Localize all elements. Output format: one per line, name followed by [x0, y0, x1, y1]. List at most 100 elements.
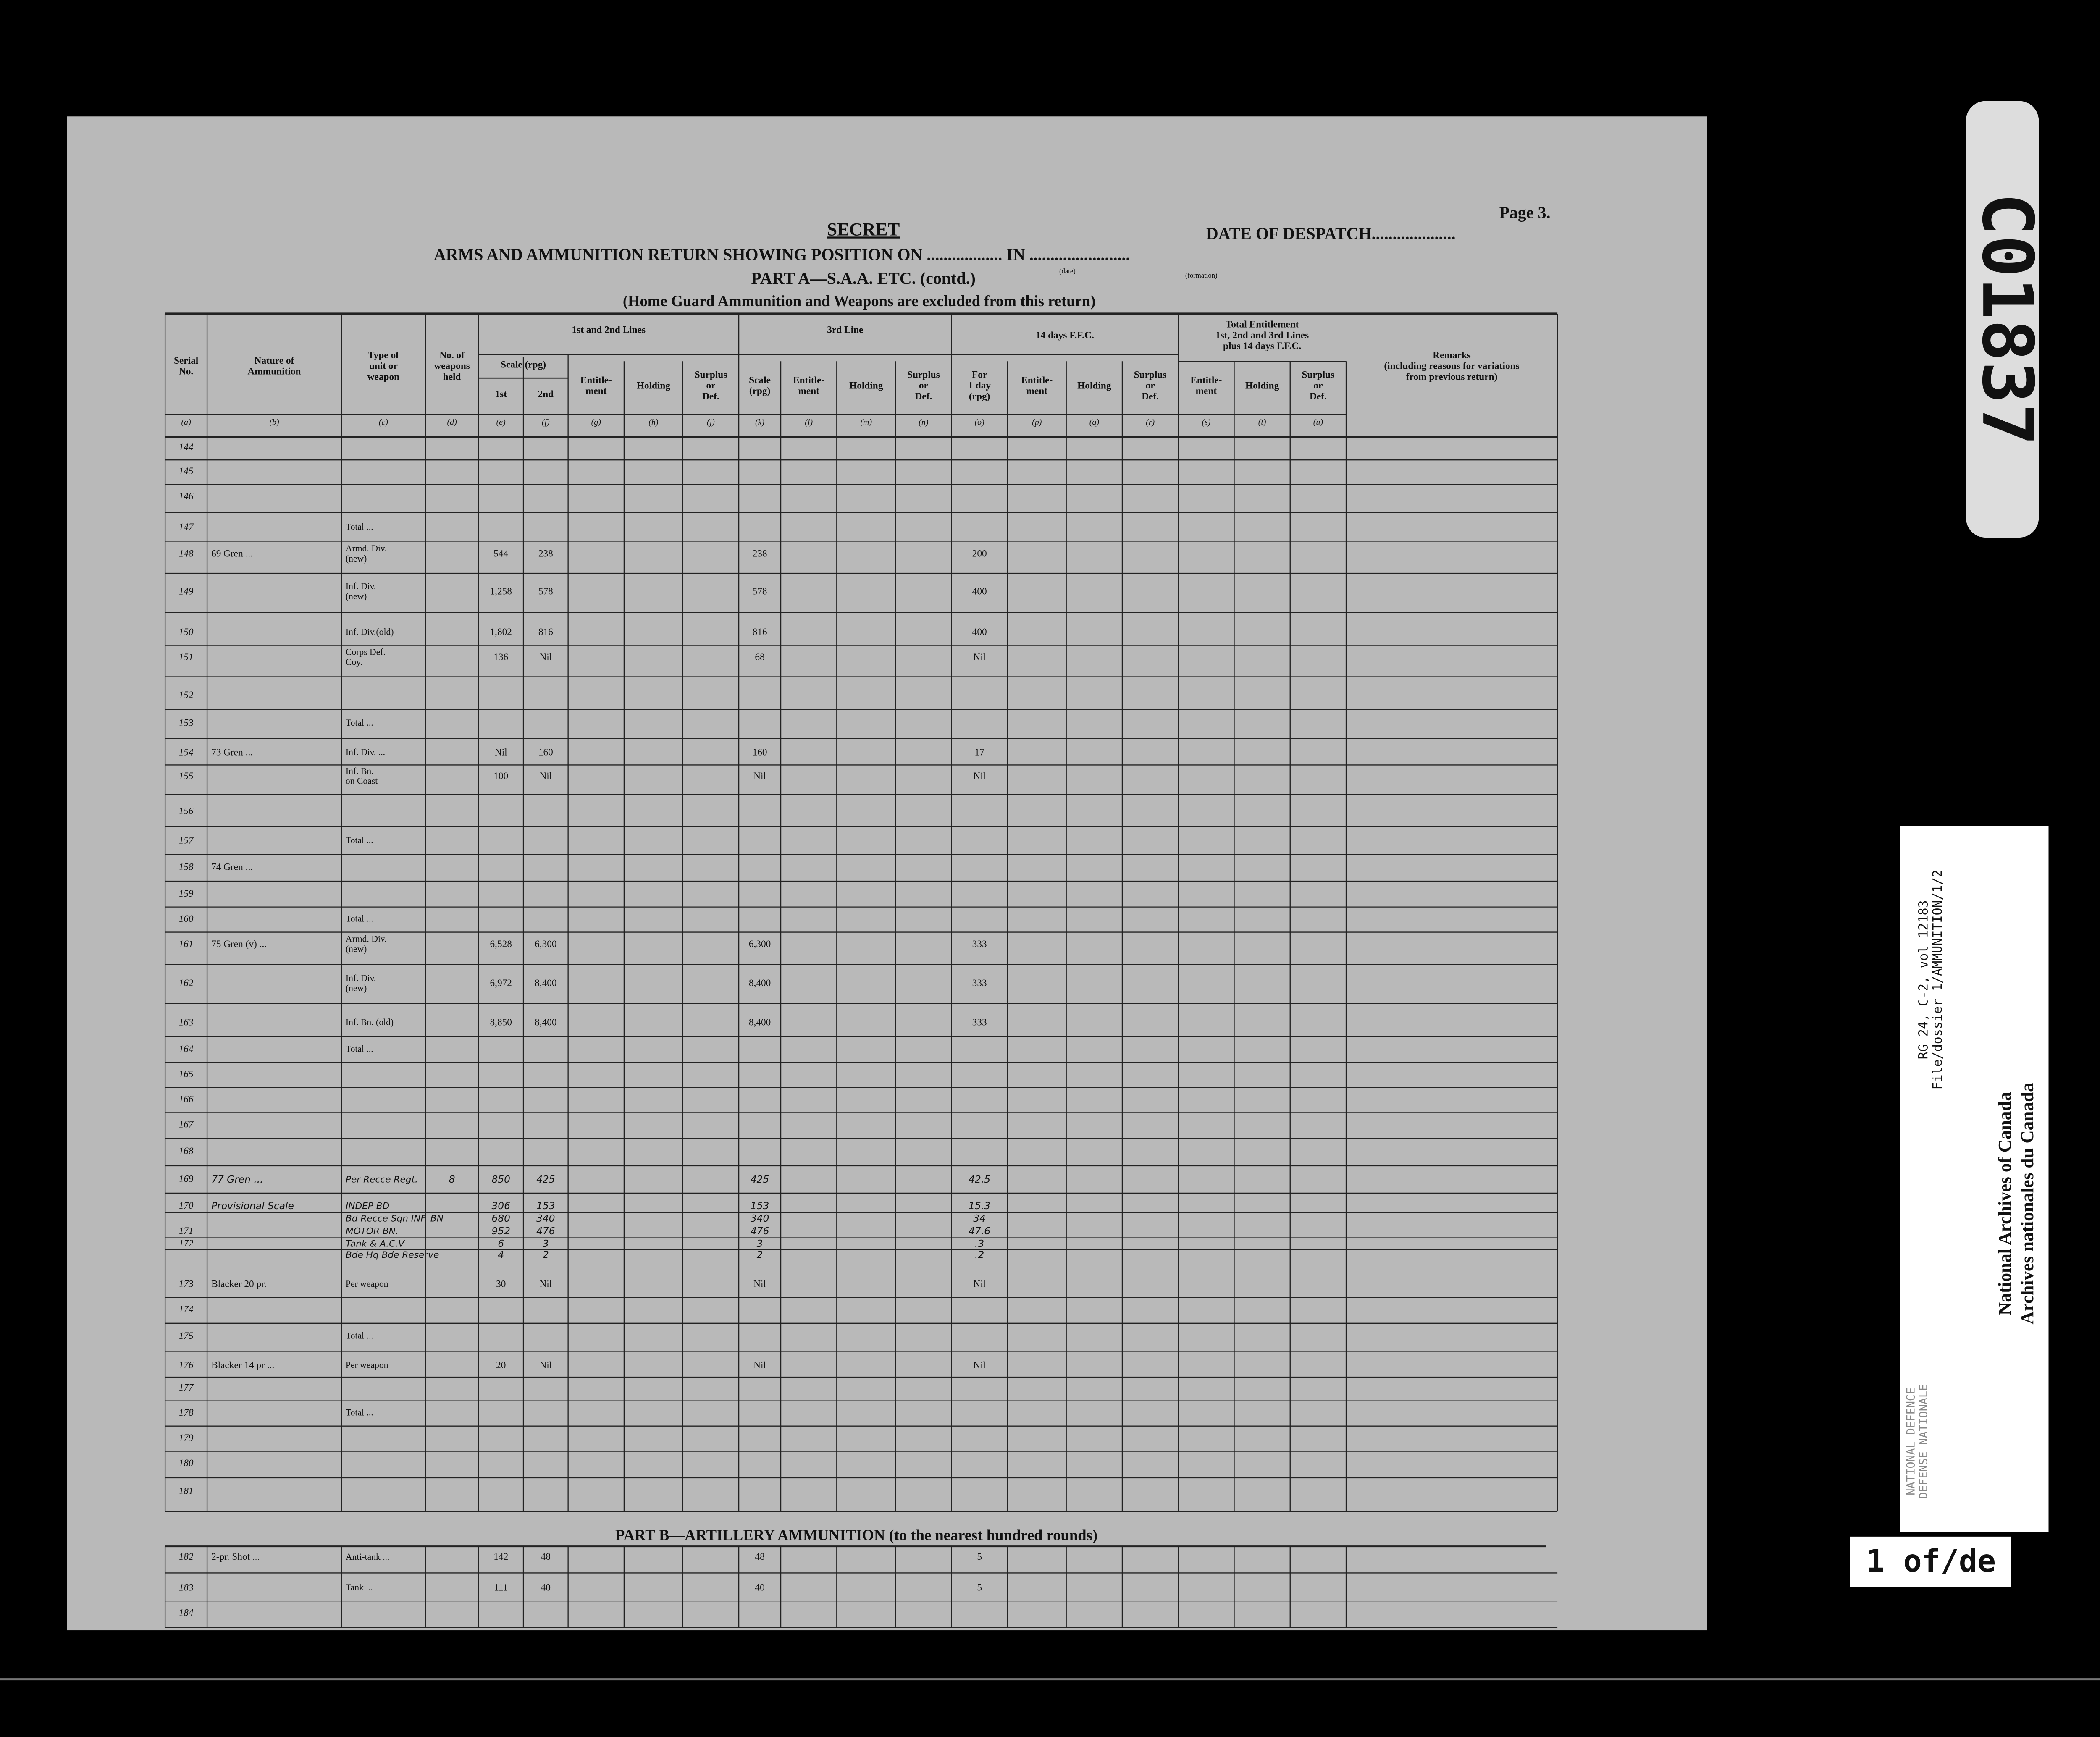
department: NATIONAL DEFENCE	[1905, 1388, 1918, 1496]
cell: Bde Hq Bde Reserve	[346, 1250, 439, 1260]
column-letter: (s)	[1202, 417, 1210, 427]
cell: Armd. Div. (new)	[346, 934, 387, 954]
cell: 2	[543, 1249, 549, 1261]
cell: Tank & A.C.V	[346, 1239, 405, 1249]
cell: Bd Recce Sqn INF. BN	[346, 1214, 444, 1224]
column-header: Holding	[1077, 380, 1111, 391]
serial-number: 182	[179, 1551, 194, 1562]
cell: 160	[753, 747, 767, 758]
cell: 333	[972, 939, 987, 950]
cell: 2-pr. Shot ...	[211, 1551, 260, 1562]
column-letter: (j)	[707, 417, 715, 427]
serial-number: 145	[179, 466, 194, 477]
serial-number: 150	[179, 627, 194, 638]
part-title: PART B—ARTILLERY AMMUNITION (to the near…	[615, 1526, 1097, 1543]
column-header: Surplus or Def.	[1134, 370, 1167, 402]
title-note: (formation)	[1185, 271, 1218, 279]
cell: 816	[538, 627, 553, 638]
reference-line: RG 24, C-2, vol 12183	[1916, 900, 1931, 1059]
cell: INDEP BD	[346, 1201, 389, 1212]
cell: Nil	[753, 771, 766, 782]
cell: 238	[538, 548, 553, 559]
cell: Total ...	[346, 718, 373, 728]
cell: 340	[751, 1213, 769, 1224]
cell: 42.5	[969, 1174, 990, 1185]
cell: Anti-tank ...	[346, 1552, 390, 1562]
cell: Per Recce Regt.	[346, 1174, 418, 1185]
serial-number: 151	[179, 652, 194, 663]
serial-number: 178	[179, 1407, 194, 1418]
cell: 6	[498, 1238, 504, 1249]
cell: 340	[536, 1213, 555, 1224]
cell: 6,528	[490, 939, 512, 950]
cell: Inf. Div. (new)	[346, 581, 376, 601]
cell: 5	[977, 1551, 982, 1562]
cell: 952	[491, 1225, 510, 1237]
column-letter: (l)	[805, 417, 813, 427]
serial-number: 155	[179, 771, 194, 782]
column-header: Entitle-ment	[793, 375, 824, 397]
cell: 816	[753, 627, 767, 638]
column-letter: (p)	[1032, 417, 1042, 427]
column-letter: (e)	[496, 417, 506, 427]
reference-line: File/dossier 1/AMMUNITION/1/2	[1930, 870, 1945, 1089]
serial-number: 147	[179, 522, 194, 533]
serial-number: 166	[179, 1094, 194, 1105]
cell: Total ...	[346, 1408, 373, 1418]
cell: 136	[494, 652, 508, 663]
cell: Nil	[973, 652, 986, 663]
column-header: For 1 day (rpg)	[968, 370, 991, 402]
cell: 6,972	[490, 978, 512, 989]
cell: 5	[977, 1582, 982, 1593]
cell: Nil	[539, 771, 552, 782]
cell: 69 Gren ...	[211, 548, 253, 559]
serial-number: 148	[179, 548, 194, 559]
cell: 111	[494, 1582, 508, 1593]
column-header: Surplus or Def.	[1302, 370, 1335, 402]
cell: Provisional Scale	[211, 1200, 294, 1212]
column-letter: (m)	[860, 417, 872, 427]
department: DEFENSE NATIONALE	[1917, 1384, 1930, 1499]
cell: 200	[972, 548, 987, 559]
cell: 578	[538, 586, 553, 597]
column-letter: (n)	[919, 417, 929, 427]
cell: Inf. Div.(old)	[346, 627, 394, 637]
column-letter: (r)	[1146, 417, 1155, 427]
cell: Total ...	[346, 914, 373, 924]
cell: .2	[975, 1249, 984, 1261]
serial-number: 160	[179, 913, 194, 924]
cell: 73 Gren ...	[211, 747, 253, 758]
group-header: 1st and 2nd Lines	[572, 324, 646, 335]
cell: 8,400	[535, 978, 556, 989]
cell: 476	[751, 1225, 769, 1237]
cell: Total ...	[346, 1044, 373, 1054]
cell: 77 Gren ...	[211, 1174, 263, 1185]
serial-number: 158	[179, 862, 194, 873]
cell: Per weapon	[346, 1279, 388, 1289]
cell: 40	[541, 1582, 551, 1593]
cell: 333	[972, 978, 987, 989]
cell: 142	[494, 1551, 508, 1562]
serial-number: 165	[179, 1069, 194, 1080]
cell: 6,300	[535, 939, 556, 950]
column-letter: (b)	[269, 417, 279, 427]
group-header: 3rd Line	[827, 324, 863, 335]
cell: 3	[543, 1238, 549, 1249]
column-header: Surplus or Def.	[695, 370, 727, 402]
serial-number: 173	[179, 1279, 194, 1290]
column-header: Remarks (including reasons for variations…	[1384, 350, 1519, 382]
cell: 680	[491, 1213, 510, 1224]
cell: Total ...	[346, 835, 373, 845]
cell: Inf. Div. (new)	[346, 973, 376, 993]
group-header: 14 days F.F.C.	[1036, 330, 1094, 341]
cell: 3	[757, 1238, 763, 1249]
serial-number: 168	[179, 1146, 194, 1157]
reference-label	[1900, 826, 1984, 1532]
serial-number: 157	[179, 835, 194, 846]
column-letter: (d)	[447, 417, 457, 427]
cell: 238	[753, 548, 767, 559]
cell: 8,850	[490, 1017, 512, 1028]
serial-number: 179	[179, 1433, 194, 1443]
cell: 425	[536, 1174, 555, 1185]
cell: Nil	[539, 1360, 552, 1371]
